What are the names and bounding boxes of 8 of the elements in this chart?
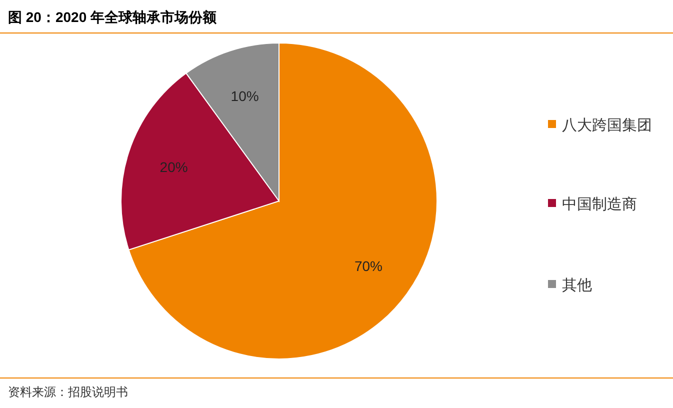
data-label: 20% (160, 158, 188, 175)
legend-label: 其他 (562, 277, 592, 294)
data-label: 10% (230, 88, 259, 104)
legend-label: 八大跨国集团 (562, 117, 652, 134)
data-label: 70% (354, 258, 382, 274)
legend-label: 中国制造商 (562, 196, 637, 213)
title: 图 20：2020 年全球轴承市场份额 (8, 9, 216, 25)
text: 资料来源：招股说明书 (8, 385, 128, 399)
